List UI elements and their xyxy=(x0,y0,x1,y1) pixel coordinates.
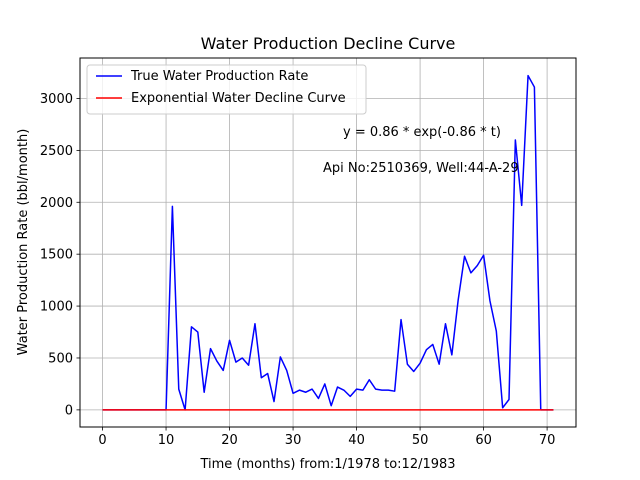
x-tick-label: 50 xyxy=(412,433,429,448)
well-annotation: Api No:2510369, Well:44-A-29 xyxy=(323,161,519,176)
x-tick-label: 10 xyxy=(158,433,175,448)
equation-annotation: y = 0.86 * exp(-0.86 * t) xyxy=(343,125,501,140)
legend: True Water Production Rate Exponential W… xyxy=(86,64,367,115)
y-tick-label: 2500 xyxy=(40,144,73,159)
legend-box xyxy=(86,64,367,115)
y-tick-label: 500 xyxy=(48,351,73,366)
y-tick-label: 2000 xyxy=(40,196,73,211)
legend-label-true-rate: True Water Production Rate xyxy=(130,69,308,84)
y-tick-label: 1000 xyxy=(40,300,73,315)
legend-label-exponential: Exponential Water Decline Curve xyxy=(131,91,346,106)
plot-frame xyxy=(79,57,577,428)
y-tick-label: 3000 xyxy=(40,92,73,107)
x-tick-label: 30 xyxy=(285,433,302,448)
x-tick-label: 70 xyxy=(539,433,556,448)
x-tick-label: 0 xyxy=(98,433,106,448)
grid-lines xyxy=(80,58,576,427)
y-tick-label: 1500 xyxy=(40,248,73,263)
x-tick-label: 20 xyxy=(221,433,238,448)
x-tick-label: 40 xyxy=(348,433,365,448)
true-water-production-line xyxy=(102,74,554,411)
plot-area xyxy=(80,58,576,427)
x-axis-label: Time (months) from:1/1978 to:12/1983 xyxy=(199,457,455,472)
axis-ticks: 0 10 20 30 40 50 60 70 0 500 1000 1500 2000 2500 3000 xyxy=(40,92,555,448)
chart-title: Water Production Decline Curve xyxy=(201,34,456,53)
y-tick-label: 0 xyxy=(65,403,73,418)
y-axis-label: Water Production Rate (bbl/month) xyxy=(16,129,31,356)
x-tick-label: 60 xyxy=(475,433,492,448)
series-lines xyxy=(102,74,554,411)
